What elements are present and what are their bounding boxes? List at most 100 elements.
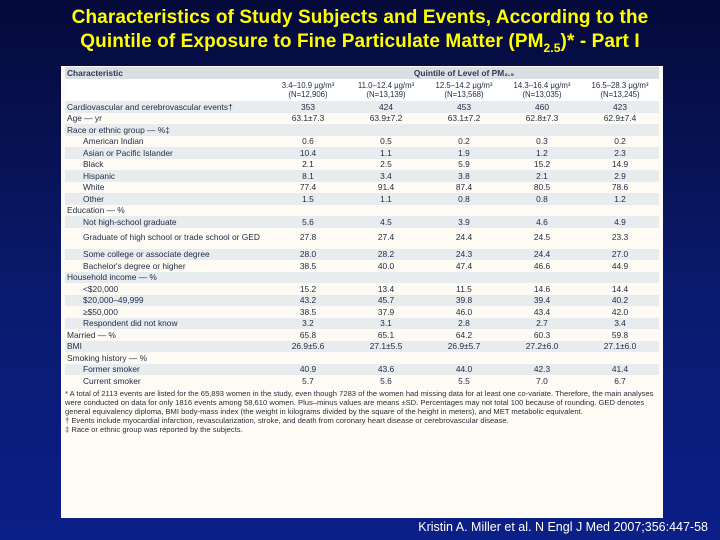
slide-title: Characteristics of Study Subjects and Ev… [0, 6, 720, 54]
citation: Kristin A. Miller et al. N Engl J Med 20… [418, 520, 708, 534]
cell-q2: 45.7 [347, 294, 425, 306]
row-label: Current smoker [83, 375, 141, 386]
cell-q4: 4.6 [503, 216, 581, 228]
cell-q1: 43.2 [269, 294, 347, 306]
cell-q1: 8.1 [269, 170, 347, 182]
cell-q1: 10.4 [269, 147, 347, 159]
cell-q4: 80.5 [533, 182, 551, 193]
quintile-col-5: 16.5–28.3 μg/m³ (N=13,245) [581, 79, 660, 101]
table-row: White 77.4 91.4 87.4 80.5 78.6 [65, 182, 659, 194]
table-row: Race or ethnic group — %‡ [65, 124, 660, 136]
cell-q4: 460 [503, 101, 581, 113]
title-line-1: Characteristics of Study Subjects and Ev… [71, 7, 649, 28]
row-label: Black [83, 159, 104, 170]
table-row: Respondent did not know 3.2 3.1 2.8 2.7 3.4 [65, 317, 660, 329]
table-row: Household income — % [65, 271, 660, 283]
row-label: Former smoker [65, 363, 269, 375]
cell-q4: 1.2 [503, 147, 581, 159]
quintile-range: 11.0–12.4 μg/m³ [357, 81, 415, 90]
table-row: Age — yr 63.1±7.3 63.9±7.2 63.1±7.2 62.8±7.3… [65, 113, 659, 125]
cell-q1 [269, 271, 347, 283]
cell-q3 [425, 205, 503, 217]
cell-q3: 39.8 [425, 294, 503, 306]
row-label: BMI [65, 340, 269, 352]
cell-q2: 40.0 [377, 260, 395, 271]
cell-q1: 0.6 [302, 136, 314, 147]
table-body: Cardiovascular and cerebrovascular event… [65, 101, 660, 387]
cell-q5: 27.0 [581, 248, 660, 260]
table-row: Married — % 65.8 65.1 64.2 60.3 59.8 [65, 329, 659, 341]
cell-q5: 62.9±7.4 [603, 113, 637, 124]
cell-q3: 63.1±7.2 [447, 113, 481, 124]
table-row: Current smoker 5.7 5.6 5.5 7.0 6.7 [65, 375, 659, 387]
cell-q2: 4.5 [347, 216, 425, 228]
cell-q3: 47.4 [455, 260, 473, 271]
cell-q3: 3.8 [425, 170, 503, 182]
table-row: Former smoker 40.9 43.6 44.0 42.3 41.4 [65, 363, 660, 375]
row-label: Race or ethnic group — %‡ [65, 124, 269, 136]
cell-q1: 38.5 [299, 260, 317, 271]
cell-q3 [425, 352, 503, 364]
cell-q1: 63.1±7.3 [291, 113, 325, 124]
table-row: Cardiovascular and cerebrovascular event… [65, 101, 660, 113]
cell-q4: 46.6 [533, 260, 551, 271]
cell-q2 [347, 352, 425, 364]
quintile-col-2: 11.0–12.4 μg/m³ (N=13,139) [347, 79, 425, 101]
cell-q2: 65.1 [377, 329, 395, 340]
cell-q5: 2.3 [581, 147, 660, 159]
cell-q1: 15.2 [299, 283, 317, 294]
cell-q2: 13.4 [377, 283, 395, 294]
quintile-range: 14.3–16.4 μg/m³ [513, 81, 571, 90]
cell-q2: 43.6 [347, 363, 425, 375]
cell-q5 [581, 205, 659, 217]
cell-q3: 24.4 [455, 232, 473, 243]
cell-q3: 2.8 [425, 317, 503, 329]
cell-q4: 0.8 [503, 193, 581, 205]
cell-q5: 4.9 [581, 216, 660, 228]
cell-q1: 65.8 [299, 329, 317, 340]
cell-q4: 27.2±6.0 [503, 340, 581, 352]
cell-q3: 26.9±5.7 [425, 340, 503, 352]
quintile-columns-row: 3.4–10.9 μg/m³ (N=12,906) 11.0–12.4 μg/m³… [65, 79, 660, 101]
cell-q1: 40.9 [269, 363, 347, 375]
quintile-n: (N=13,035) [522, 90, 562, 99]
cell-q1: 353 [269, 101, 347, 113]
cell-q5: 14.9 [611, 159, 629, 170]
table-panel: Characteristic Quintile of Level of PM₂.… [61, 66, 663, 518]
cell-q5: 41.4 [581, 363, 660, 375]
cell-q2: 1.1 [347, 147, 425, 159]
table-row: Education — % [65, 205, 659, 217]
table-row: Some college or associate degree 28.0 28.2… [65, 248, 660, 260]
row-label: ≥$50,000 [83, 306, 118, 317]
title-line-2-suffix: )* - Part I [560, 31, 640, 52]
cell-q4: 15.2 [533, 159, 551, 170]
cell-q5: 0.2 [614, 136, 626, 147]
cell-q3: 5.9 [458, 159, 470, 170]
cell-q1: 77.4 [299, 182, 317, 193]
cell-q4 [503, 205, 581, 217]
cell-q5: 14.4 [611, 283, 629, 294]
footnote-3: ‡ Race or ethnic group was reported by t… [65, 424, 243, 434]
cell-q4: 39.4 [503, 294, 581, 306]
cell-q5 [581, 352, 659, 364]
cell-q2: 1.1 [347, 193, 425, 205]
table-row: American Indian 0.6 0.5 0.2 0.3 0.2 [65, 136, 659, 148]
characteristic-header: Characteristic [65, 67, 269, 79]
quintile-n: (N=13,139) [366, 90, 406, 99]
cell-q4: 42.3 [503, 363, 581, 375]
cell-q5: 6.7 [614, 375, 626, 386]
cell-q4: 24.4 [503, 248, 581, 260]
quintile-col-4: 14.3–16.4 μg/m³ (N=13,035) [503, 79, 581, 101]
row-label: Hispanic [65, 170, 269, 182]
quintile-col-3: 12.5–14.2 μg/m³ (N=13,568) [425, 79, 503, 101]
cell-q3: 0.8 [425, 193, 503, 205]
cell-q3: 453 [425, 101, 503, 113]
cell-q1 [269, 124, 347, 136]
title-subscript: 2.5 [543, 40, 561, 55]
table-row: Hispanic 8.1 3.4 3.8 2.1 2.9 [65, 170, 660, 182]
cell-q5: 44.9 [611, 260, 629, 271]
table-row: $20,000–49,999 43.2 45.7 39.8 39.4 40.2 [65, 294, 660, 306]
table-row: ≥$50,000 38.5 37.9 46.0 43.4 42.0 [65, 306, 659, 318]
cell-q1: 38.5 [299, 306, 317, 317]
cell-q5: 27.1±6.0 [581, 340, 660, 352]
